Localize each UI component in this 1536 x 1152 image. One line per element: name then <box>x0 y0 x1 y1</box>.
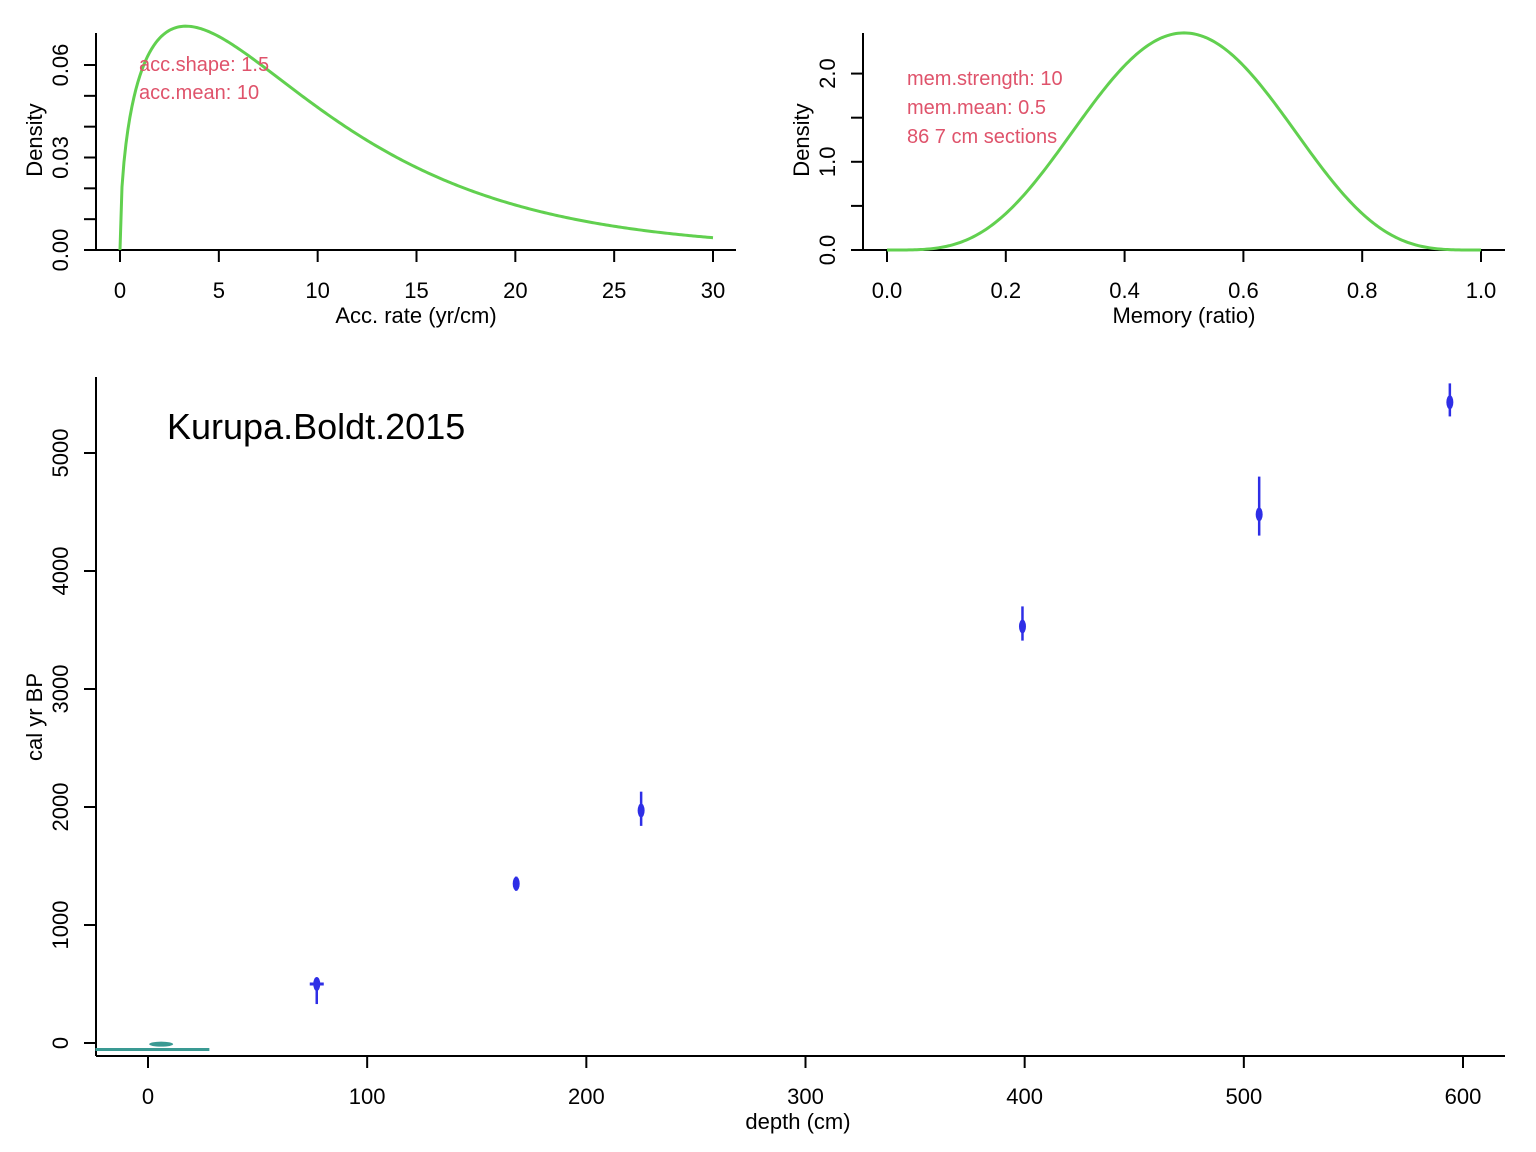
acc-annotation: acc.mean: 10 <box>139 82 259 104</box>
acc-x-tick-label: 20 <box>503 278 527 303</box>
acc-x-axis-title: Acc. rate (yr/cm) <box>335 303 496 328</box>
mem-y-axis-title: Density <box>789 103 814 176</box>
date-point <box>1446 395 1454 410</box>
memory-panel: 0.0 0.2 0.4 0.6 0.8 1.0 0.0 1.0 2.0 Memory (ratio… <box>789 31 1505 328</box>
ad-y-tick-label: 0 <box>48 1037 73 1049</box>
acc-x-tick-label: 15 <box>404 278 428 303</box>
date-point <box>1018 619 1026 634</box>
ad-y-tick-label: 4000 <box>48 547 73 596</box>
ad-y-tick-label: 1000 <box>48 901 73 950</box>
ad-y-tick-label: 2000 <box>48 783 73 832</box>
core-name-title: Kurupa.Boldt.2015 <box>167 406 465 447</box>
mem-x-tick-label: 0.6 <box>1228 278 1259 303</box>
mem-y-tick-label: 1.0 <box>815 146 840 177</box>
acc-annotation: acc.shape: 1.5 <box>139 54 269 76</box>
mem-y-tick-label: 2.0 <box>815 58 840 89</box>
acc-y-tick-label: 0.06 <box>48 44 73 87</box>
mem-annotation: 86 7 cm sections <box>907 126 1057 148</box>
acc-y-tick-label: 0.03 <box>48 136 73 179</box>
acc-y-axis-title: Density <box>22 103 47 176</box>
age-depth-panel: 0 100 200 300 400 500 600 0 1000 2000 3000 4000 5000… <box>22 377 1505 1134</box>
mem-annotation: mem.strength: 10 <box>907 68 1063 90</box>
mem-x-tick-label: 0.8 <box>1347 278 1378 303</box>
mem-prior-curve <box>887 31 1481 252</box>
surface-date-marker <box>149 1041 174 1047</box>
mem-x-axis-title: Memory (ratio) <box>1112 303 1255 328</box>
ad-y-tick-label: 3000 <box>48 665 73 714</box>
date-point <box>512 876 520 891</box>
acc-x-tick-label: 25 <box>602 278 626 303</box>
ad-x-tick-label: 300 <box>787 1084 824 1109</box>
mem-x-tick-label: 0.4 <box>1109 278 1140 303</box>
mem-x-tick-label: 0.0 <box>872 278 903 303</box>
acc-prior-curve <box>118 24 714 251</box>
ad-y-tick-label: 5000 <box>48 429 73 478</box>
acc-rate-panel: 0 5 10 15 20 25 30 0.00 0.03 0.06 Acc. rate (yr/cm… <box>22 24 736 328</box>
mem-x-tick-label: 1.0 <box>1466 278 1497 303</box>
ad-x-tick-label: 100 <box>349 1084 386 1109</box>
acc-y-tick-label: 0.00 <box>48 229 73 272</box>
ad-x-tick-label: 400 <box>1006 1084 1043 1109</box>
mem-y-tick-label: 0.0 <box>815 235 840 266</box>
ad-x-axis-title: depth (cm) <box>745 1109 850 1134</box>
ad-x-tick-label: 0 <box>142 1084 154 1109</box>
mem-annotation: mem.mean: 0.5 <box>907 97 1046 119</box>
ad-y-axis-title: cal yr BP <box>22 673 47 761</box>
acc-x-tick-label: 30 <box>701 278 725 303</box>
ad-x-tick-label: 600 <box>1445 1084 1482 1109</box>
mem-x-tick-label: 0.2 <box>991 278 1022 303</box>
acc-x-tick-label: 5 <box>213 278 225 303</box>
acc-x-tick-label: 0 <box>114 278 126 303</box>
acc-x-tick-label: 10 <box>305 278 329 303</box>
ad-x-tick-label: 200 <box>568 1084 605 1109</box>
date-point <box>1255 507 1263 522</box>
date-point <box>637 803 645 818</box>
ad-x-tick-label: 500 <box>1225 1084 1262 1109</box>
